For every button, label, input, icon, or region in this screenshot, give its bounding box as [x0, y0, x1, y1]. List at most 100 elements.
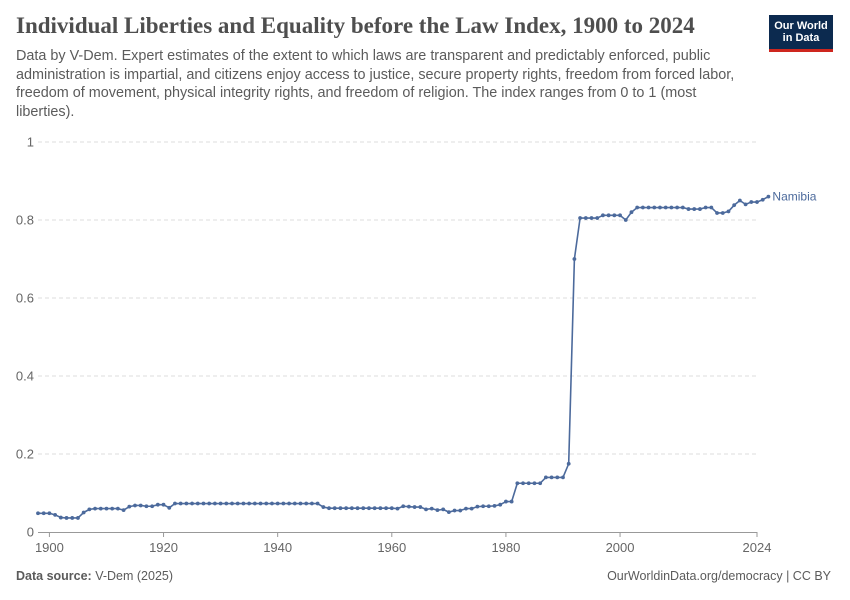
series-line[interactable]	[38, 195, 769, 519]
data-point[interactable]	[686, 207, 691, 211]
data-point[interactable]	[173, 501, 177, 506]
data-point[interactable]	[235, 501, 240, 506]
data-point[interactable]	[755, 200, 759, 204]
data-point[interactable]	[258, 501, 263, 506]
data-point[interactable]	[195, 501, 200, 506]
data-point[interactable]	[127, 504, 132, 509]
data-point[interactable]	[732, 203, 737, 208]
data-point[interactable]	[58, 515, 63, 520]
data-point[interactable]	[589, 216, 594, 220]
data-point[interactable]	[469, 506, 474, 511]
data-point[interactable]	[184, 501, 189, 506]
data-point[interactable]	[572, 257, 577, 261]
series-label[interactable]: Namibia	[772, 190, 816, 204]
data-point[interactable]	[367, 506, 371, 511]
data-point[interactable]	[389, 506, 394, 511]
data-point[interactable]	[743, 202, 748, 207]
data-point[interactable]	[526, 481, 531, 486]
data-point[interactable]	[606, 213, 611, 218]
data-point[interactable]	[64, 516, 69, 520]
data-point[interactable]	[87, 507, 92, 512]
data-point[interactable]	[623, 218, 628, 222]
data-point[interactable]	[315, 501, 320, 506]
data-point[interactable]	[675, 205, 680, 210]
data-point[interactable]	[247, 501, 252, 506]
data-point[interactable]	[144, 504, 149, 509]
data-point[interactable]	[115, 506, 120, 511]
footer-link[interactable]: OurWorldinData.org/democracy | CC BY	[607, 569, 831, 583]
data-point[interactable]	[429, 506, 434, 511]
data-point[interactable]	[93, 506, 97, 511]
data-point[interactable]	[133, 503, 137, 508]
data-point[interactable]	[652, 205, 657, 210]
data-point[interactable]	[178, 501, 183, 506]
data-point[interactable]	[715, 211, 719, 215]
data-point[interactable]	[629, 210, 634, 215]
data-point[interactable]	[464, 506, 468, 511]
data-point[interactable]	[213, 501, 217, 506]
data-point[interactable]	[549, 475, 554, 480]
data-point[interactable]	[321, 505, 326, 509]
data-point[interactable]	[515, 481, 520, 486]
data-point[interactable]	[270, 501, 274, 506]
data-point[interactable]	[680, 205, 685, 210]
data-point[interactable]	[332, 506, 337, 511]
data-point[interactable]	[566, 461, 571, 466]
data-point[interactable]	[646, 205, 651, 210]
data-point[interactable]	[669, 205, 674, 210]
data-point[interactable]	[298, 501, 303, 506]
data-point[interactable]	[47, 511, 52, 516]
data-point[interactable]	[98, 506, 103, 511]
data-point[interactable]	[726, 209, 731, 214]
data-point[interactable]	[749, 200, 754, 204]
data-point[interactable]	[737, 198, 742, 203]
data-point[interactable]	[292, 501, 297, 506]
data-point[interactable]	[538, 481, 543, 486]
data-point[interactable]	[275, 501, 280, 506]
data-point[interactable]	[230, 501, 234, 506]
data-point[interactable]	[41, 511, 46, 516]
data-point[interactable]	[424, 507, 428, 512]
data-point[interactable]	[252, 501, 257, 506]
data-point[interactable]	[441, 507, 446, 512]
data-point[interactable]	[310, 501, 314, 506]
data-point[interactable]	[543, 475, 548, 480]
data-point[interactable]	[361, 506, 366, 511]
data-point[interactable]	[583, 216, 588, 220]
data-point[interactable]	[663, 205, 668, 210]
data-point[interactable]	[658, 205, 662, 210]
data-point[interactable]	[201, 501, 206, 506]
data-point[interactable]	[401, 504, 406, 509]
data-point[interactable]	[452, 508, 457, 513]
data-point[interactable]	[446, 510, 451, 515]
data-point[interactable]	[349, 506, 354, 511]
data-point[interactable]	[304, 501, 309, 506]
data-point[interactable]	[281, 501, 286, 506]
data-point[interactable]	[595, 216, 600, 220]
data-point[interactable]	[190, 501, 194, 506]
data-point[interactable]	[53, 512, 58, 517]
data-point[interactable]	[703, 205, 708, 210]
data-point[interactable]	[692, 207, 697, 211]
data-point[interactable]	[327, 506, 331, 511]
data-point[interactable]	[640, 205, 645, 210]
data-point[interactable]	[475, 504, 480, 509]
data-point[interactable]	[338, 506, 343, 511]
data-point[interactable]	[412, 505, 417, 509]
data-point[interactable]	[224, 501, 229, 506]
data-point[interactable]	[698, 207, 702, 211]
data-point[interactable]	[532, 481, 537, 486]
data-point[interactable]	[521, 481, 525, 486]
data-point[interactable]	[384, 506, 388, 511]
data-point[interactable]	[138, 503, 143, 508]
data-point[interactable]	[287, 501, 291, 506]
data-point[interactable]	[407, 504, 411, 509]
data-point[interactable]	[760, 197, 765, 202]
data-point[interactable]	[218, 501, 223, 506]
data-point[interactable]	[418, 505, 423, 509]
data-point[interactable]	[504, 499, 508, 504]
data-point[interactable]	[155, 502, 160, 507]
data-point[interactable]	[264, 501, 269, 506]
data-source-value[interactable]: V-Dem (2025)	[95, 569, 174, 583]
data-point[interactable]	[378, 506, 383, 511]
